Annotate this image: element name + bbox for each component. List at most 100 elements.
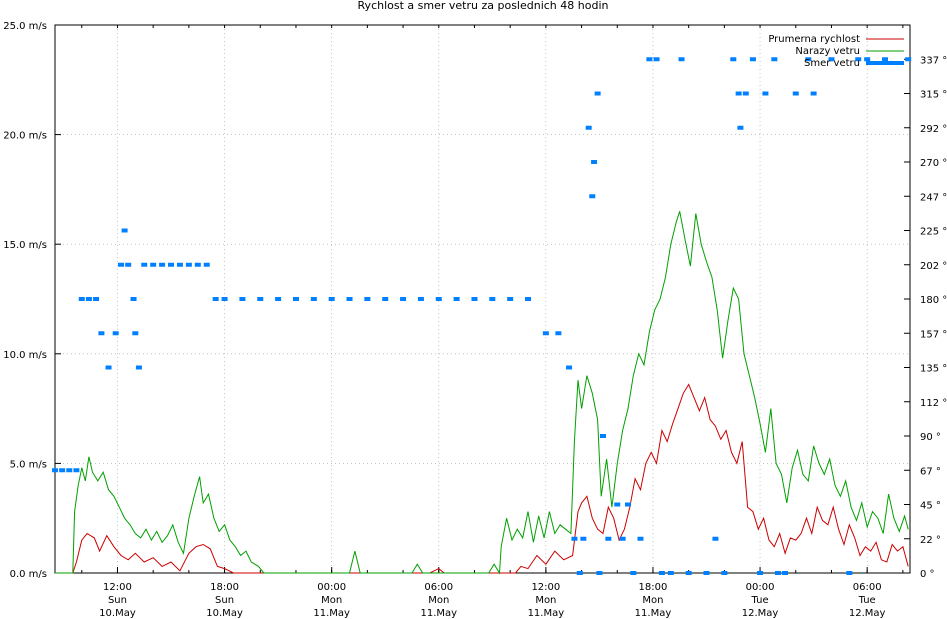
- wind-direction-point: [275, 297, 282, 301]
- x-tick-day: Tue: [751, 595, 769, 606]
- wind-direction-point: [792, 91, 799, 96]
- wind-direction-point: [292, 297, 299, 301]
- y-right-tick-label: 112 °: [920, 398, 947, 409]
- wind-direction-point: [159, 262, 166, 267]
- y-right-tick-label: 315 °: [920, 90, 947, 101]
- series-layer: [52, 57, 912, 575]
- x-axis: 12:00 Sun 10.May 18:00 Sun 10.May 00:00 Mon 11.M…: [81, 25, 904, 619]
- y-left-tick-label: 25.0 m/s: [3, 21, 47, 32]
- wind-direction-point: [141, 262, 148, 267]
- wind-direction-point: [810, 91, 817, 96]
- wind-direction-point: [712, 536, 719, 541]
- y-right-tick-label: 0 °: [920, 569, 935, 580]
- wind-direction-point: [571, 536, 578, 541]
- legend-direction-label: Smer vetru: [804, 58, 860, 69]
- x-tick-time: 06:00: [424, 582, 453, 593]
- wind-direction-point: [125, 262, 132, 267]
- x-tick-day: Mon: [428, 595, 449, 606]
- wind-direction-point: [93, 297, 100, 301]
- wind-direction-point: [112, 331, 119, 336]
- wind-direction-point: [737, 125, 744, 130]
- y-left-tick-label: 20.0 m/s: [3, 131, 47, 142]
- wind-direction-point: [667, 571, 674, 575]
- wind-direction-point: [591, 160, 598, 164]
- wind-direction-point: [605, 536, 612, 541]
- wind-direction-point: [619, 536, 626, 541]
- wind-direction-point: [507, 297, 514, 301]
- wind-direction-point: [85, 297, 92, 301]
- y-right-tick-label: 270 °: [920, 158, 947, 169]
- wind-direction-point: [435, 297, 442, 301]
- gust-line: [55, 211, 909, 575]
- x-tick-day: Sun: [108, 595, 127, 606]
- y-right-tick-label: 22 °: [920, 535, 941, 546]
- wind-direction-point: [150, 262, 157, 267]
- wind-direction-point: [599, 434, 606, 438]
- wind-direction-point: [203, 262, 210, 267]
- x-tick-date: 11.May: [635, 608, 672, 619]
- chart-title: Rychlost a smer vetru za poslednich 48 h…: [358, 0, 609, 12]
- wind-direction-point: [168, 262, 175, 267]
- x-tick-time: 12:00: [103, 582, 132, 593]
- x-tick-time: 18:00: [639, 582, 668, 593]
- y-left-tick-label: 0.0 m/s: [10, 569, 47, 580]
- wind-direction-point: [257, 297, 264, 301]
- wind-direction-point: [185, 262, 192, 267]
- wind-direction-point: [239, 297, 246, 301]
- x-tick-date: 11.May: [313, 608, 350, 619]
- wind-direction-point: [542, 331, 549, 336]
- wind-direction-point: [703, 571, 710, 575]
- wind-direction-point: [749, 57, 756, 62]
- wind-direction-point: [132, 331, 139, 336]
- y-right-tick-label: 90 °: [920, 432, 941, 443]
- wind-direction-point: [364, 297, 371, 301]
- wind-direction-point: [118, 262, 125, 267]
- wind-direction-point: [176, 262, 183, 267]
- y-right-tick-label: 225 °: [920, 227, 947, 238]
- wind-direction-point: [882, 57, 889, 62]
- wind-direction-point: [771, 57, 778, 62]
- wind-direction-point: [555, 331, 562, 336]
- wind-direction-point: [864, 57, 871, 62]
- wind-direction-point: [212, 297, 219, 301]
- wind-direction-point: [221, 297, 228, 301]
- wind-direction-point: [525, 297, 532, 301]
- x-tick-day: Sun: [215, 595, 234, 606]
- legend-direction-swatch: [866, 61, 904, 65]
- wind-direction-point: [630, 571, 637, 575]
- wind-direction-point: [805, 57, 812, 62]
- wind-direction-point: [596, 571, 603, 575]
- y-left-axis: 0.0 m/s 5.0 m/s 10.0 m/s 15.0 m/s 20.0 m/s 25…: [3, 21, 61, 580]
- wind-direction-point: [721, 571, 728, 575]
- wind-direction-point: [580, 536, 587, 541]
- x-tick-day: Mon: [642, 595, 663, 606]
- wind-direction-point: [742, 91, 749, 96]
- x-tick-time: 12:00: [531, 582, 560, 593]
- x-tick-time: 00:00: [317, 582, 346, 593]
- wind-direction-point: [78, 297, 85, 301]
- wind-direction-point: [762, 91, 769, 96]
- y-right-tick-label: 180 °: [920, 295, 947, 306]
- x-tick-day: Mon: [321, 595, 342, 606]
- wind-direction-point: [417, 297, 424, 301]
- x-tick-time: 18:00: [210, 582, 239, 593]
- wind-direction-point: [828, 57, 835, 62]
- x-tick-day: Tue: [858, 595, 876, 606]
- y-right-tick-label: 157 °: [920, 329, 947, 340]
- x-tick-date: 12.May: [849, 608, 886, 619]
- x-tick-date: 10.May: [206, 608, 243, 619]
- y-right-tick-label: 337 °: [920, 55, 947, 66]
- wind-direction-point: [757, 571, 764, 575]
- wind-direction-point: [121, 228, 128, 233]
- wind-direction-point: [624, 502, 631, 507]
- wind-direction-point: [66, 468, 73, 473]
- wind-direction-point: [735, 91, 742, 96]
- wind-direction-point: [400, 297, 407, 301]
- wind-direction-point: [653, 57, 660, 62]
- legend-gusts-label: Narazy vetru: [795, 46, 860, 57]
- wind-direction-point: [105, 365, 112, 370]
- x-tick-time: 00:00: [746, 582, 775, 593]
- wind-direction-point: [614, 502, 621, 507]
- x-tick-time: 06:00: [853, 582, 882, 593]
